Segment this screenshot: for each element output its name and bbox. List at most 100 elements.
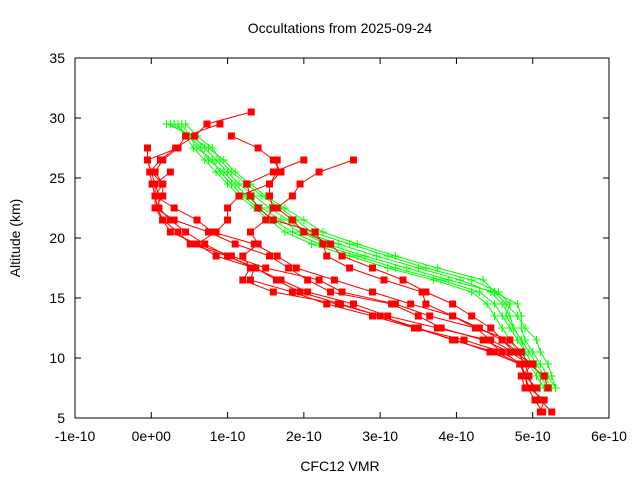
red-point: [506, 348, 514, 356]
red-point: [544, 384, 552, 392]
red-point: [151, 180, 159, 188]
green-point: [372, 252, 381, 260]
red-point: [376, 312, 384, 320]
red-point: [491, 348, 499, 356]
x-axis-label: CFC12 VMR: [300, 458, 379, 474]
red-point: [151, 168, 159, 176]
green-point: [490, 312, 499, 320]
green-point: [288, 228, 297, 236]
red-point: [548, 408, 556, 416]
red-point: [288, 192, 296, 200]
red-point: [246, 276, 254, 284]
x-tick-label: 6e-10: [591, 428, 627, 444]
axes-layer: -1e-10 0e+00 1e-10 2e-10 3e-10 4e-10 5e-10 6e-1…: [49, 50, 627, 444]
y-tick-label: 25: [49, 170, 65, 186]
red-point: [246, 228, 254, 236]
green-point: [528, 348, 537, 356]
red-point: [269, 168, 277, 176]
y-tick-label: 5: [57, 410, 65, 426]
red-point: [262, 216, 270, 224]
red-point: [369, 288, 377, 296]
green-point: [467, 288, 476, 296]
green-point: [402, 264, 411, 272]
x-tick-label: 3e-10: [362, 428, 398, 444]
red-point: [239, 252, 247, 260]
green-point: [490, 288, 499, 296]
green-point: [204, 144, 213, 152]
red-point: [272, 276, 280, 284]
red-point: [231, 240, 239, 248]
red-point: [525, 360, 533, 368]
red-series-5: [151, 144, 537, 392]
red-point: [529, 360, 537, 368]
red-point: [349, 300, 357, 308]
red-point: [205, 228, 212, 236]
red-point: [254, 144, 262, 152]
green-point: [532, 336, 541, 344]
red-point: [273, 204, 281, 212]
green-point: [189, 144, 198, 152]
green-point: [196, 144, 205, 152]
red-point: [521, 372, 529, 380]
red-point: [300, 156, 308, 164]
red-point: [521, 384, 529, 392]
red-point: [472, 324, 479, 332]
green-point: [181, 120, 190, 128]
chart-title: Occultations from 2025-09-24: [248, 20, 433, 36]
x-tick-label: 4e-10: [439, 428, 475, 444]
red-point: [288, 288, 296, 296]
green-point: [479, 276, 488, 284]
red-point: [296, 288, 304, 296]
red-point: [277, 168, 285, 176]
red-point: [391, 300, 399, 308]
red-point: [540, 396, 548, 404]
red-point: [224, 204, 232, 212]
red-point: [422, 288, 430, 296]
red-point: [380, 276, 388, 284]
red-point: [246, 192, 254, 200]
green-point: [391, 252, 400, 260]
red-point: [349, 156, 357, 164]
green-point: [475, 288, 484, 296]
red-point: [433, 324, 441, 332]
red-point: [201, 240, 209, 248]
red-point: [174, 144, 182, 152]
red-point: [487, 324, 495, 332]
red-point: [449, 336, 457, 344]
green-point: [498, 324, 507, 332]
green-point: [353, 240, 362, 248]
green-point: [551, 384, 560, 392]
red-point: [193, 216, 201, 224]
red-point: [247, 108, 255, 116]
red-point: [203, 120, 211, 128]
red-point: [288, 216, 296, 224]
red-point: [460, 336, 468, 344]
red-point: [388, 300, 396, 308]
x-tick-label: 1e-10: [210, 428, 246, 444]
red-point: [182, 132, 190, 140]
red-point: [304, 288, 312, 296]
red-point: [334, 300, 342, 308]
red-point: [319, 240, 327, 248]
red-point: [227, 132, 235, 140]
red-point: [224, 216, 232, 224]
y-axis-label: Altitude (km): [7, 199, 23, 278]
red-point: [536, 396, 544, 404]
red-point: [498, 348, 506, 356]
red-point: [338, 252, 346, 260]
red-point: [155, 204, 163, 212]
red-point: [262, 264, 270, 272]
red-series-7: [143, 120, 533, 368]
green-point: [231, 168, 240, 176]
red-point: [540, 372, 548, 380]
red-point: [510, 348, 518, 356]
red-point: [269, 288, 277, 296]
green-point: [444, 276, 453, 284]
green-point: [231, 180, 240, 188]
red-point: [227, 252, 235, 260]
red-point: [449, 312, 457, 320]
green-point: [502, 300, 511, 308]
red-point: [186, 240, 194, 248]
red-point: [498, 336, 506, 344]
red-series-2: [273, 156, 556, 416]
